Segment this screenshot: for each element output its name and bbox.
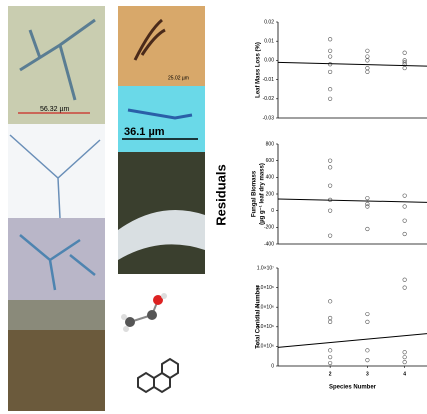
point: [403, 278, 407, 282]
point: [366, 227, 370, 231]
photo-spores: [118, 86, 205, 152]
y-tick-label: 0: [271, 363, 274, 369]
point: [328, 62, 332, 66]
y-axis-label: Total Conidial Number: [256, 285, 262, 349]
point: [328, 70, 332, 74]
y-tick-label: 0.01: [264, 39, 274, 45]
point: [328, 87, 332, 91]
molecule: [121, 293, 167, 332]
point: [366, 49, 370, 53]
fit-line: [278, 334, 427, 348]
y-tick-label: 400: [266, 175, 275, 181]
point: [328, 97, 332, 101]
point: [366, 59, 370, 63]
x-axis-label: Species Number: [329, 385, 377, 391]
point: [403, 51, 407, 55]
point: [366, 205, 370, 209]
point: [328, 209, 332, 213]
point: [328, 234, 332, 238]
photo-hyphae: [8, 124, 105, 218]
photo-spores: [118, 6, 205, 86]
y-tick-label: -0.02: [263, 96, 275, 102]
point: [403, 232, 407, 236]
y-tick-label: 800: [266, 141, 275, 147]
point: [328, 349, 332, 353]
point: [366, 312, 370, 316]
point: [328, 300, 332, 304]
point: [328, 37, 332, 41]
molecule: [138, 359, 178, 392]
scale-label: 56.32 µm: [40, 106, 69, 113]
point: [403, 350, 407, 354]
x-tick-label: 4: [403, 371, 406, 377]
y-tick-label: 600: [266, 158, 275, 164]
point: [403, 286, 407, 290]
point: [403, 205, 407, 209]
y-tick-label: 1.0×10⁷: [257, 265, 274, 271]
point: [366, 66, 370, 70]
fit-line: [278, 199, 427, 202]
y-tick-label: -0.01: [263, 77, 275, 83]
point: [328, 184, 332, 188]
point: [328, 355, 332, 359]
figure: 56.32 µm 25.02 µm 36.1 µm Residuals 0.02…: [0, 0, 427, 414]
point: [366, 358, 370, 362]
point: [366, 70, 370, 74]
y-axis-label: Fungal Biomass: [252, 170, 258, 217]
photos: 56.32 µm 25.02 µm 36.1 µm: [8, 6, 205, 411]
point: [403, 194, 407, 198]
y-tick-label: 0.00: [264, 58, 274, 64]
y-tick-label: 0.02: [264, 19, 274, 25]
y-axis-label: Leaf Mass Loss (%): [256, 42, 262, 98]
shared-y-label: Residuals: [213, 164, 228, 225]
point: [403, 219, 407, 223]
point: [403, 355, 407, 359]
point: [328, 320, 332, 324]
point: [328, 159, 332, 163]
y-tick-label: -0.03: [263, 115, 275, 121]
x-tick-label: 2: [329, 371, 332, 377]
scale-label: 36.1 µm: [124, 126, 165, 138]
scale-label: 25.02 µm: [168, 75, 189, 81]
y-tick-label: 0: [271, 208, 274, 214]
photo-lab: [8, 300, 105, 330]
point: [328, 361, 332, 365]
point: [366, 196, 370, 200]
y-axis-label: (µg g⁻¹ leaf dry mass): [259, 163, 266, 225]
point: [366, 349, 370, 353]
point: [366, 320, 370, 324]
point: [366, 55, 370, 59]
point: [328, 316, 332, 320]
y-tick-label: -400: [264, 241, 274, 247]
x-tick-label: 3: [366, 371, 369, 377]
point: [403, 66, 407, 70]
point: [403, 360, 407, 364]
point: [328, 49, 332, 53]
point: [328, 166, 332, 170]
y-tick-label: 200: [266, 191, 275, 197]
photo-hyphae: [8, 218, 105, 300]
point: [328, 55, 332, 59]
